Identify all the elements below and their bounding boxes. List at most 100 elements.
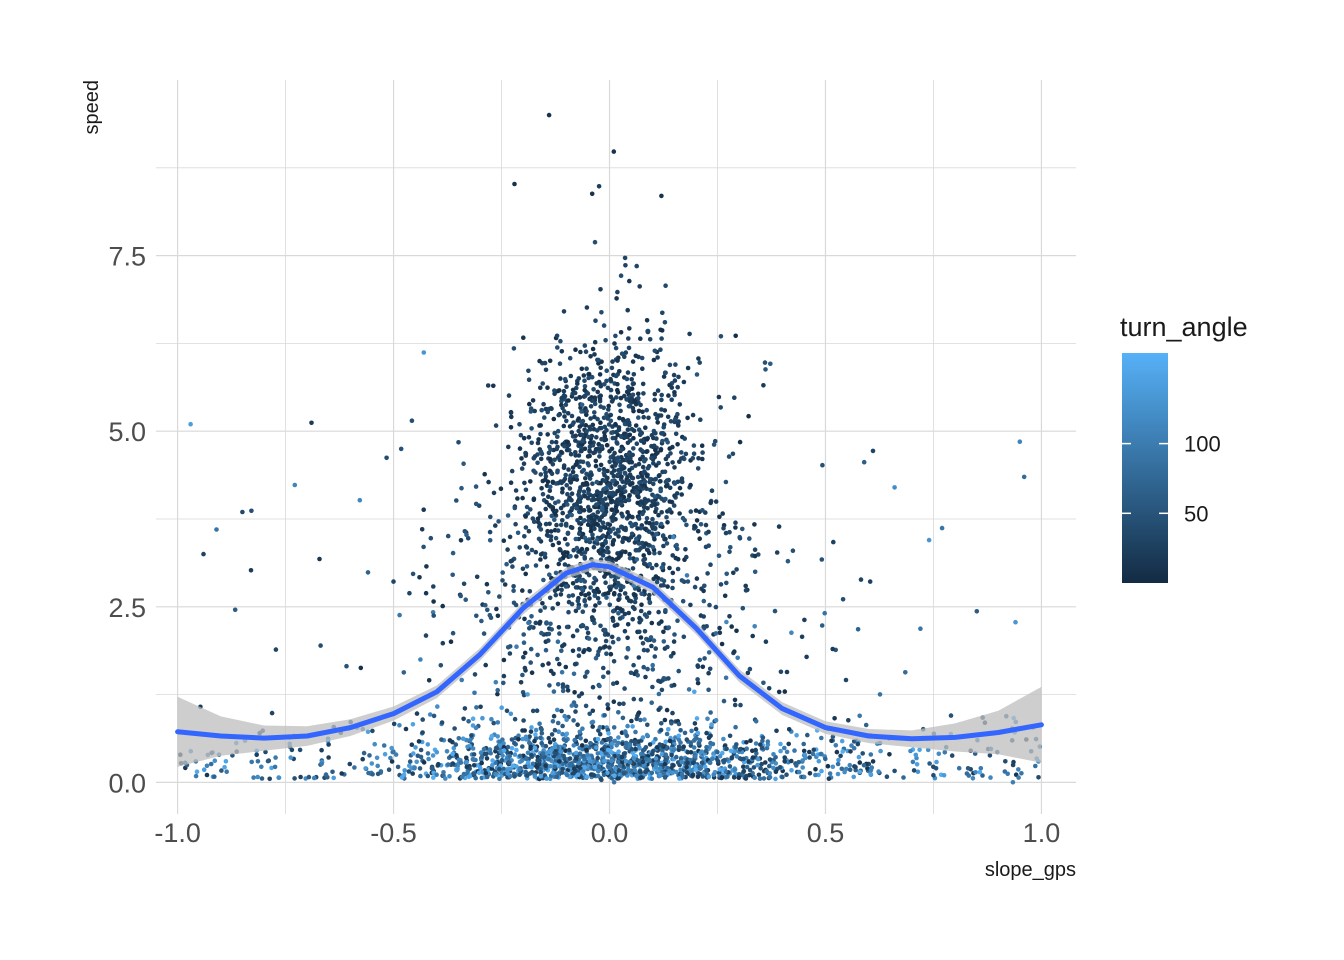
data-point — [524, 564, 530, 569]
data-point — [487, 538, 493, 543]
data-point — [694, 518, 700, 523]
data-point — [597, 454, 602, 459]
data-point — [822, 610, 827, 616]
data-point — [626, 598, 632, 603]
data-point — [573, 433, 578, 439]
data-point — [484, 581, 490, 587]
data-point — [693, 767, 699, 773]
data-point — [646, 610, 652, 616]
data-point — [637, 432, 643, 438]
data-point — [594, 538, 600, 543]
data-point — [567, 762, 573, 768]
data-point — [757, 776, 763, 781]
data-point — [592, 575, 597, 581]
data-point — [512, 716, 518, 722]
data-point — [640, 751, 645, 757]
data-point — [573, 709, 578, 714]
data-point — [596, 589, 602, 595]
data-point — [399, 775, 405, 780]
data-point — [851, 774, 856, 780]
data-point — [934, 759, 939, 765]
data-point — [670, 553, 675, 558]
data-point — [249, 508, 254, 514]
data-point — [688, 509, 694, 514]
data-point — [533, 732, 538, 737]
data-point — [800, 758, 805, 763]
data-point — [661, 629, 666, 635]
data-point — [734, 567, 739, 572]
data-point — [518, 432, 524, 438]
data-point — [552, 430, 557, 436]
data-point — [595, 509, 601, 515]
data-point — [729, 624, 734, 629]
data-point — [454, 498, 459, 503]
data-point — [616, 749, 621, 754]
data-point — [813, 767, 818, 772]
data-point — [695, 466, 701, 471]
data-point — [365, 729, 371, 735]
data-point — [616, 425, 622, 430]
data-point — [623, 536, 628, 541]
data-point — [577, 499, 583, 505]
data-point — [596, 379, 602, 385]
data-point — [635, 713, 640, 719]
data-point — [548, 668, 554, 674]
data-point — [692, 737, 698, 742]
data-point — [732, 767, 738, 772]
data-point — [558, 376, 563, 381]
data-point — [435, 704, 440, 709]
data-point — [609, 573, 614, 579]
data-point — [602, 473, 607, 478]
data-point — [597, 600, 602, 606]
data-point — [617, 763, 623, 768]
data-point — [605, 670, 611, 675]
data-point — [663, 608, 668, 613]
data-point — [551, 689, 557, 694]
data-point — [637, 746, 642, 751]
data-point — [612, 623, 618, 628]
data-point — [715, 749, 720, 755]
data-point — [716, 394, 722, 400]
data-point — [704, 730, 709, 736]
data-point — [836, 757, 841, 763]
data-point — [644, 636, 649, 642]
data-point — [640, 464, 646, 470]
data-point — [747, 767, 753, 773]
data-point — [547, 456, 553, 462]
data-point — [767, 757, 773, 762]
data-point — [564, 384, 569, 390]
data-point — [530, 708, 536, 714]
data-point — [767, 763, 772, 769]
data-point — [579, 402, 585, 408]
data-point — [564, 772, 570, 778]
data-point — [644, 547, 650, 553]
data-point — [675, 566, 681, 572]
data-point — [292, 482, 298, 488]
data-point — [429, 766, 435, 771]
data-point — [540, 751, 546, 756]
data-point — [425, 751, 431, 756]
data-point — [685, 365, 691, 371]
data-point — [544, 620, 549, 625]
data-point — [522, 480, 527, 486]
data-point — [512, 181, 517, 187]
data-point — [614, 480, 620, 486]
data-point — [637, 615, 642, 621]
data-point — [458, 538, 464, 543]
data-point — [594, 521, 600, 527]
data-point — [425, 773, 431, 779]
data-point — [592, 401, 598, 407]
data-point — [636, 408, 642, 414]
data-point — [543, 470, 548, 475]
data-point — [752, 522, 757, 527]
data-point — [625, 307, 630, 313]
data-point — [631, 428, 637, 434]
data-point — [588, 404, 594, 409]
data-point — [543, 647, 549, 653]
data-point — [631, 761, 637, 767]
data-point — [746, 413, 751, 419]
data-point — [489, 766, 495, 771]
data-point — [665, 520, 670, 525]
data-point — [644, 516, 650, 521]
data-point — [564, 439, 570, 445]
